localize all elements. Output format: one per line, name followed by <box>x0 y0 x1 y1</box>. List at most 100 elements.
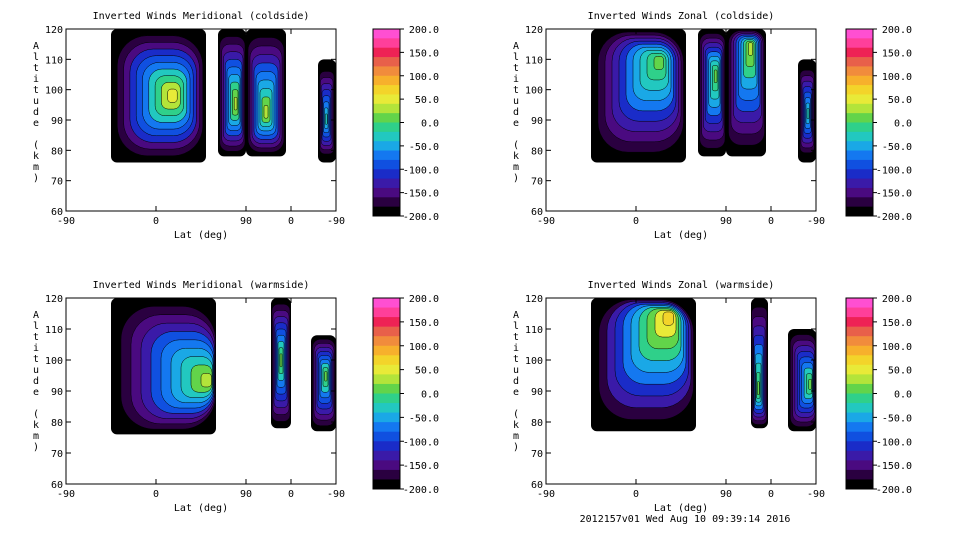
y-tick-label: 120 <box>45 294 63 305</box>
colorbar-label: 150.0 <box>409 318 439 329</box>
contour-band <box>748 42 753 56</box>
chart-title: Inverted Winds Zonal (warmside) <box>588 280 775 291</box>
colorbar-swatch <box>373 298 400 309</box>
colorbar-label: 150.0 <box>882 318 912 329</box>
contour-band <box>167 88 178 103</box>
x-tick-label: 0 <box>288 489 294 500</box>
colorbar-label: 0.0 <box>894 119 912 130</box>
colorbar-swatch <box>373 383 400 394</box>
x-tick-label: -90 <box>57 489 75 500</box>
colorbar-swatch <box>373 364 400 375</box>
x-tick-label: -90 <box>327 216 345 227</box>
x-axis-label: Lat (deg) <box>174 230 228 241</box>
chart-panel-3: Inverted Winds Meridional (warmside) -90 0… <box>33 280 439 514</box>
x-tick-label: -90 <box>537 216 555 227</box>
colorbar-swatch <box>846 450 873 461</box>
colorbar-swatch <box>373 47 400 58</box>
colorbar: 200.0 150.0 100.0 50.0 0.0 -50.0 -100.0 -150.0 -… <box>372 25 439 223</box>
colorbar-swatch <box>373 57 400 67</box>
contour-band <box>263 105 269 119</box>
x-tick-label: 0 <box>288 216 294 227</box>
y-tick-label: 90 <box>531 116 543 127</box>
x-tick-label: 90 <box>240 216 252 227</box>
colorbar-swatch <box>373 178 400 189</box>
x-tick-label: 0 <box>153 216 159 227</box>
data-block <box>591 29 686 163</box>
x-tick-label: 0 <box>633 216 639 227</box>
y-tick-label: 80 <box>51 418 63 429</box>
colorbar: 200.0 150.0 100.0 50.0 0.0 -50.0 -100.0 -150.0 -… <box>372 294 439 496</box>
colorbar-swatch <box>846 29 873 39</box>
y-tick-label: 90 <box>531 387 543 398</box>
colorbar-label: -200.0 <box>876 212 912 223</box>
y-tick-label: 100 <box>525 356 543 367</box>
colorbar-swatch <box>846 355 873 366</box>
colorbar-swatch <box>373 431 400 442</box>
colorbar-swatch <box>846 326 873 337</box>
contour-band <box>279 353 283 368</box>
data-block <box>798 59 816 163</box>
data-block <box>271 298 291 429</box>
data-block <box>591 298 696 432</box>
colorbar-label: -150.0 <box>876 461 912 472</box>
colorbar-swatch <box>373 103 400 114</box>
x-tick-label: 0 <box>768 489 774 500</box>
y-tick-label: 110 <box>45 325 63 336</box>
chart-panel-2: Inverted Winds Zonal (coldside) -90 0 90 0 -9… <box>513 11 912 241</box>
colorbar-swatch <box>373 169 400 180</box>
colorbar-swatch <box>846 374 873 385</box>
colorbar-swatch <box>846 131 873 142</box>
y-tick-label: 100 <box>525 86 543 97</box>
colorbar-swatch <box>373 412 400 423</box>
colorbar-label: 200.0 <box>409 25 439 36</box>
x-tick-label: 0 <box>153 489 159 500</box>
y-tick-label: 80 <box>531 418 543 429</box>
colorbar-label: -150.0 <box>403 461 439 472</box>
colorbar-swatch <box>373 94 400 105</box>
contour-band <box>713 69 718 83</box>
x-tick-label: 90 <box>240 489 252 500</box>
colorbar-swatch <box>373 187 400 198</box>
y-tick-label: 90 <box>51 387 63 398</box>
y-tick-label: 100 <box>45 86 63 97</box>
colorbar-label: -100.0 <box>403 165 439 176</box>
colorbar-label: 200.0 <box>882 25 912 36</box>
colorbar-swatch <box>846 38 873 49</box>
chart-panel-1: Inverted Winds Meridional (coldside) -90 0… <box>33 11 439 241</box>
colorbar-label: -100.0 <box>876 437 912 448</box>
colorbar-swatch <box>373 345 400 356</box>
y-tick-label: 110 <box>525 55 543 66</box>
colorbar-swatch <box>373 38 400 49</box>
colorbar-label: 100.0 <box>409 342 439 353</box>
colorbar-swatch <box>846 336 873 347</box>
colorbar-swatch <box>373 326 400 337</box>
colorbar-label: 0.0 <box>421 390 439 401</box>
colorbar-swatch <box>373 469 400 480</box>
colorbar-label: 100.0 <box>882 72 912 83</box>
colorbar-swatch <box>373 206 400 217</box>
data-block <box>111 29 206 163</box>
colorbar-label: -50.0 <box>409 142 439 153</box>
colorbar-swatch <box>846 412 873 423</box>
contour-band <box>233 97 238 111</box>
colorbar-swatch <box>846 441 873 452</box>
data-block <box>751 298 768 429</box>
y-tick-label: 70 <box>531 449 543 460</box>
colorbar-label: 0.0 <box>894 390 912 401</box>
colorbar-label: 50.0 <box>888 95 912 106</box>
colorbar-swatch <box>846 66 873 77</box>
colorbar-swatch <box>846 47 873 58</box>
colorbar-swatch <box>846 307 873 318</box>
y-tick-label: 70 <box>531 177 543 188</box>
colorbar-label: -50.0 <box>409 413 439 424</box>
colorbar-swatch <box>373 113 400 123</box>
contour-band <box>757 381 760 395</box>
footer-timestamp: 2012157v01 Wed Aug 10 09:39:14 2016 <box>579 514 791 525</box>
colorbar-swatch <box>373 441 400 452</box>
colorbar-swatch <box>373 197 400 208</box>
colorbar-swatch <box>373 66 400 77</box>
colorbar-swatch <box>846 75 873 86</box>
colorbar-swatch <box>373 479 400 490</box>
